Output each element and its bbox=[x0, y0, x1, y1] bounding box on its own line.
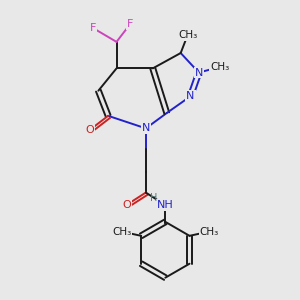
Text: F: F bbox=[90, 23, 96, 33]
Text: CH₃: CH₃ bbox=[210, 62, 230, 72]
Text: H: H bbox=[151, 193, 158, 203]
Text: O: O bbox=[122, 200, 131, 210]
Text: CH₃: CH₃ bbox=[178, 30, 197, 40]
Text: N: N bbox=[186, 91, 195, 101]
Text: CH₃: CH₃ bbox=[112, 226, 131, 237]
Text: CH₃: CH₃ bbox=[200, 226, 219, 237]
Text: N: N bbox=[195, 68, 203, 78]
Text: F: F bbox=[127, 19, 134, 29]
Text: N: N bbox=[142, 123, 150, 134]
Text: O: O bbox=[85, 125, 94, 135]
Text: NH: NH bbox=[157, 200, 174, 210]
